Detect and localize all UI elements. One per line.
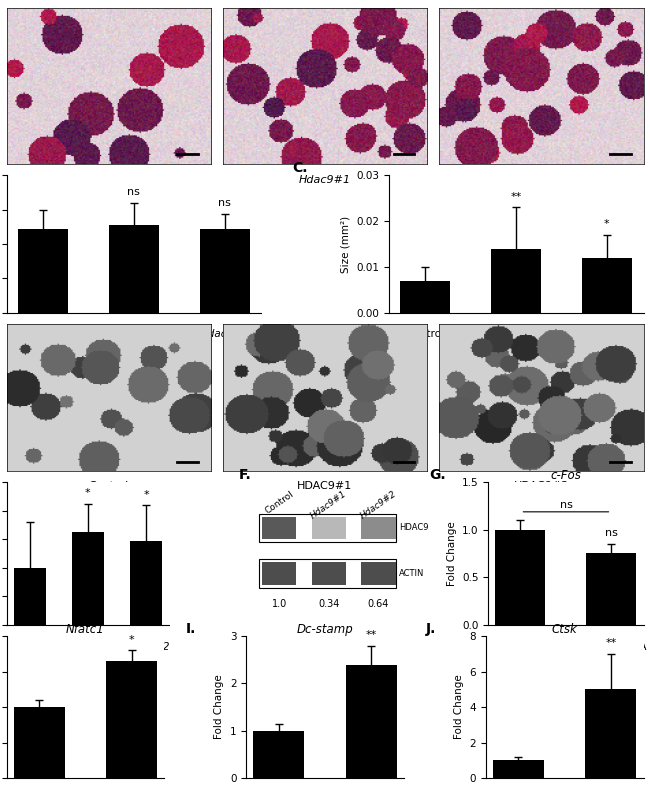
Text: HDAC9#1: HDAC9#1: [298, 481, 352, 491]
Bar: [259, 514, 396, 542]
Bar: [14, 707, 64, 778]
Text: ns: ns: [218, 198, 231, 208]
Y-axis label: Fold Change: Fold Change: [454, 674, 464, 740]
Text: 1.0: 1.0: [272, 599, 287, 609]
Bar: [14, 567, 46, 625]
Text: HDAC9: HDAC9: [398, 523, 428, 532]
Text: Hdac9#2: Hdac9#2: [359, 490, 398, 521]
Text: Hdac9#1: Hdac9#1: [309, 490, 348, 521]
Text: Hdac9#1: Hdac9#1: [64, 641, 112, 652]
Bar: [106, 661, 157, 778]
Bar: [400, 281, 450, 313]
Text: Hdac9#2: Hdac9#2: [200, 329, 249, 340]
Text: Control: Control: [11, 641, 49, 652]
Title: Nfatc1: Nfatc1: [66, 623, 105, 636]
Bar: [312, 516, 346, 539]
Text: **: **: [510, 192, 522, 202]
Y-axis label: Fold Change: Fold Change: [214, 674, 224, 740]
Text: **: **: [365, 630, 377, 640]
Text: **: **: [605, 638, 617, 648]
Text: *: *: [143, 490, 149, 500]
Text: Control: Control: [502, 641, 540, 652]
Text: Hdac9#1: Hdac9#1: [492, 329, 540, 340]
Text: Control: Control: [88, 174, 129, 185]
Bar: [130, 541, 162, 625]
Bar: [491, 248, 541, 313]
Text: Hdac9#2: Hdac9#2: [515, 174, 567, 185]
Text: HDAC9#2: HDAC9#2: [514, 481, 569, 491]
Text: 0.34: 0.34: [318, 599, 339, 609]
Y-axis label: Fold Change: Fold Change: [447, 521, 456, 586]
Bar: [262, 562, 296, 585]
Text: *: *: [604, 219, 610, 230]
Bar: [582, 258, 632, 313]
Bar: [495, 530, 545, 625]
Text: *: *: [85, 488, 91, 498]
Text: ns: ns: [560, 501, 573, 510]
Bar: [586, 689, 636, 778]
Text: ACTIN: ACTIN: [398, 569, 424, 578]
Text: Hdac9#1: Hdac9#1: [110, 329, 158, 340]
Bar: [493, 760, 544, 778]
Text: Control: Control: [406, 329, 444, 340]
Text: ns: ns: [605, 528, 618, 538]
Bar: [586, 553, 636, 625]
Text: J.: J.: [426, 622, 436, 636]
Bar: [254, 731, 304, 778]
Bar: [200, 229, 250, 313]
Bar: [361, 562, 396, 585]
Bar: [361, 516, 396, 539]
Text: Control: Control: [263, 490, 295, 516]
Bar: [346, 664, 396, 778]
Bar: [18, 229, 68, 313]
Text: Hdac9#2: Hdac9#2: [582, 329, 631, 340]
Text: G.: G.: [430, 468, 446, 483]
Text: I.: I.: [187, 622, 196, 636]
Text: Hdac9#2: Hdac9#2: [122, 641, 170, 652]
Title: Ctsk: Ctsk: [552, 623, 578, 636]
Bar: [312, 562, 346, 585]
Text: ns: ns: [127, 187, 140, 197]
Bar: [109, 225, 159, 313]
Text: C.: C.: [292, 161, 307, 175]
Title: Dc-stamp: Dc-stamp: [296, 623, 354, 636]
Bar: [72, 532, 104, 625]
Title: c-Fos: c-Fos: [551, 469, 581, 483]
Text: Control: Control: [88, 481, 129, 491]
Text: 0.64: 0.64: [368, 599, 389, 609]
Text: F.: F.: [239, 468, 252, 483]
Text: *: *: [129, 634, 135, 645]
Bar: [262, 516, 296, 539]
Y-axis label: Size (mm²): Size (mm²): [341, 215, 350, 273]
Text: Control: Control: [24, 329, 62, 340]
Bar: [259, 559, 396, 588]
Text: Hdac9 shRNA: Hdac9 shRNA: [576, 641, 647, 652]
Text: Hdac9#1: Hdac9#1: [299, 174, 351, 185]
